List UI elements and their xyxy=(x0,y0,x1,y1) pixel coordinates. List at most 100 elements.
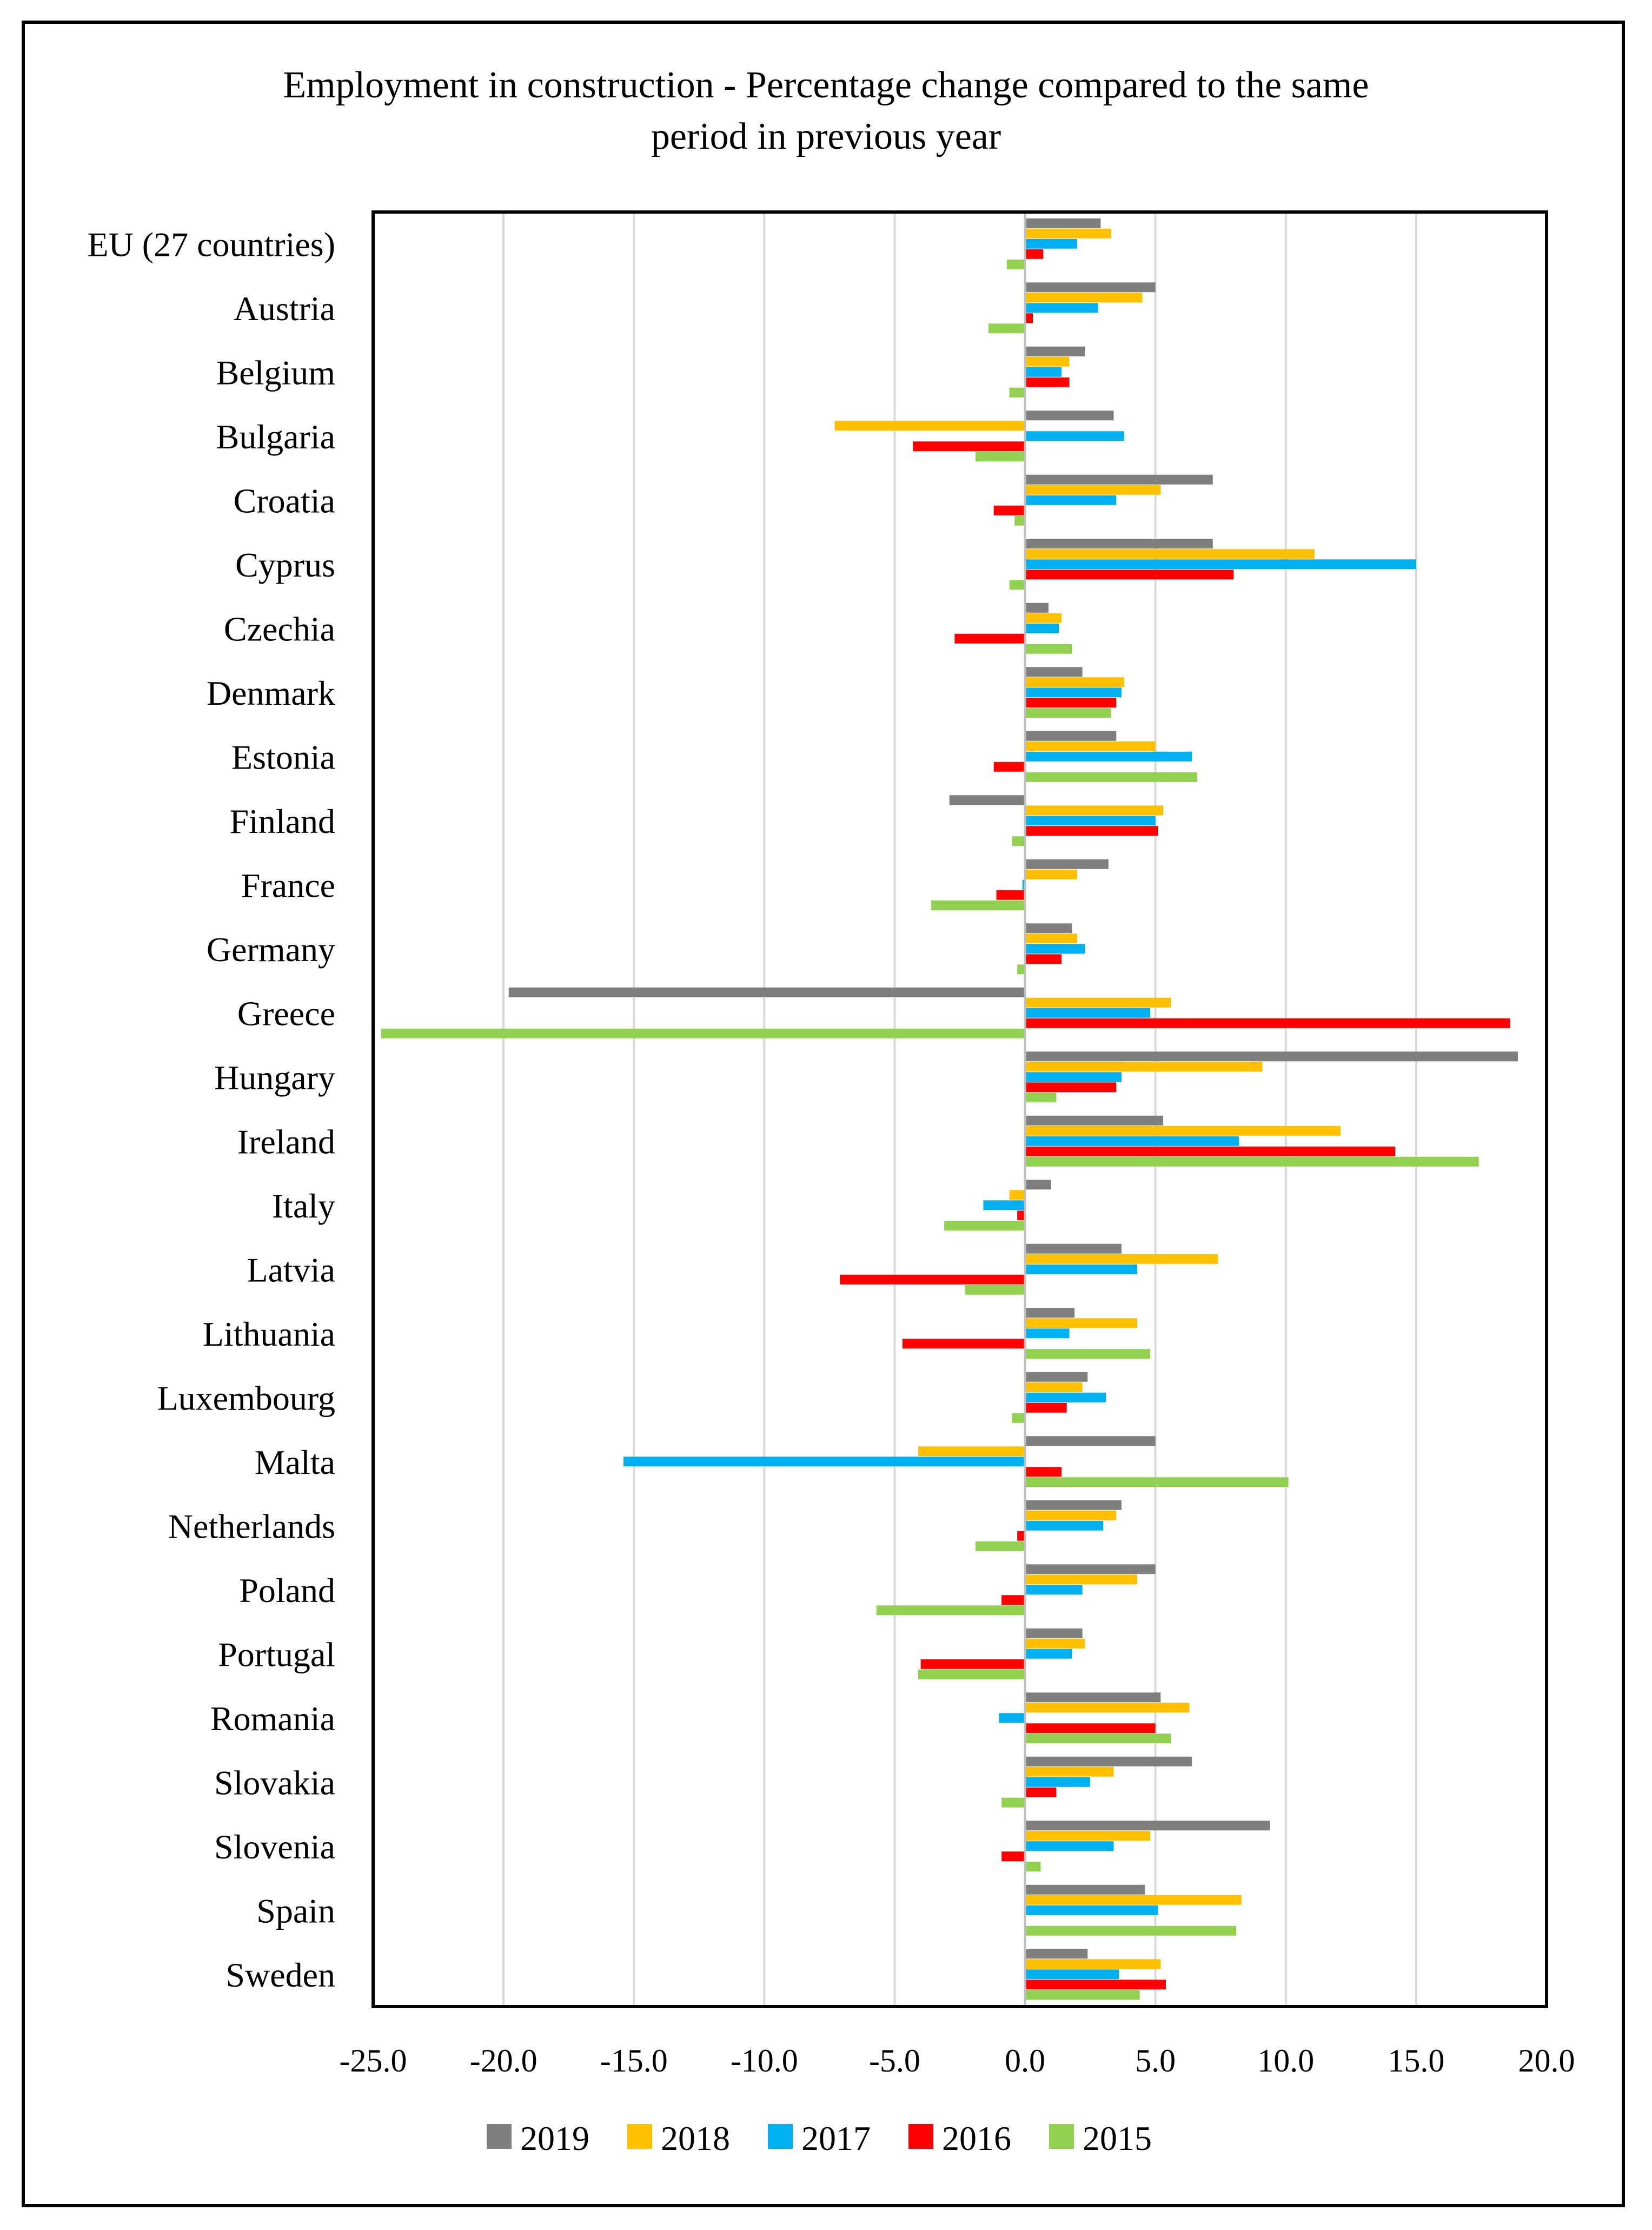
bar-estonia-2015 xyxy=(1025,772,1197,782)
bar-croatia-2016 xyxy=(993,505,1025,515)
bar-netherlands-2015 xyxy=(975,1541,1025,1551)
category-label-romania: Romania xyxy=(210,1699,335,1738)
bar-greece-2016 xyxy=(1025,1018,1510,1028)
bar-lithuania-2017 xyxy=(1025,1328,1070,1339)
bar-greece-2019 xyxy=(508,987,1025,997)
bar-france-2016 xyxy=(996,890,1025,900)
bar-belgium-2016 xyxy=(1025,377,1070,387)
bar-belgium-2015 xyxy=(1009,387,1025,398)
bar-slovakia-2019 xyxy=(1025,1756,1192,1766)
category-label-czechia: Czechia xyxy=(224,610,335,648)
category-label-france: France xyxy=(241,866,335,904)
bar-latvia-2016 xyxy=(840,1274,1025,1285)
category-label-netherlands: Netherlands xyxy=(168,1507,335,1545)
bar-bulgaria-2017 xyxy=(1025,431,1124,441)
legend-swatch-2019 xyxy=(487,2124,512,2149)
bar-cyprus-2018 xyxy=(1025,549,1315,559)
bar-germany-2016 xyxy=(1025,954,1062,964)
legend: 2019 2018 2017 2016 2015 xyxy=(487,2119,1152,2158)
legend-label-2018: 2018 xyxy=(661,2119,730,2158)
bar-sweden-2016 xyxy=(1025,1980,1166,1990)
bar-belgium-2019 xyxy=(1025,346,1085,356)
category-label-latvia: Latvia xyxy=(247,1250,335,1289)
x-tick-label: -10.0 xyxy=(731,2043,798,2079)
bar-denmark-2018 xyxy=(1025,677,1124,687)
bar-france-2018 xyxy=(1025,869,1077,879)
bar-austria-2017 xyxy=(1025,303,1098,313)
bar-latvia-2015 xyxy=(965,1285,1025,1295)
bar-hungary-2018 xyxy=(1025,1062,1263,1072)
bar-poland-2017 xyxy=(1025,1585,1083,1595)
bar-germany-2018 xyxy=(1025,934,1077,944)
bar-spain-2019 xyxy=(1025,1884,1145,1895)
bar-spain-2018 xyxy=(1025,1895,1242,1905)
bar-luxembourg-2016 xyxy=(1025,1402,1067,1413)
bar-denmark-2017 xyxy=(1025,687,1122,698)
bar-hungary-2016 xyxy=(1025,1082,1117,1093)
bar-spain-2017 xyxy=(1025,1905,1158,1915)
bar-romania-2018 xyxy=(1025,1703,1190,1713)
bar-denmark-2015 xyxy=(1025,708,1111,718)
bar-romania-2019 xyxy=(1025,1692,1161,1703)
bar-slovenia-2015 xyxy=(1025,1862,1041,1872)
x-tick-label: 5.0 xyxy=(1135,2043,1176,2079)
bar-latvia-2019 xyxy=(1025,1243,1122,1254)
category-label-spain: Spain xyxy=(256,1891,335,1930)
x-axis-tick-labels: -25.0 -20.0 -15.0 -10.0 -5.0 0.0 5.0 10.0 15.0 20… xyxy=(340,2043,1575,2079)
bar-slovakia-2015 xyxy=(1001,1797,1025,1808)
bar-austria-2019 xyxy=(1025,282,1156,293)
x-tick-label: -5.0 xyxy=(869,2043,920,2079)
bar-czechia-2015 xyxy=(1025,644,1072,654)
bar-latvia-2017 xyxy=(1025,1264,1137,1274)
bar-finland-2016 xyxy=(1025,826,1158,836)
bar-sweden-2018 xyxy=(1025,1959,1161,1969)
bars xyxy=(381,218,1518,2000)
bar-belgium-2017 xyxy=(1025,367,1062,377)
bar-slovenia-2018 xyxy=(1025,1831,1151,1841)
bar-greece-2017 xyxy=(1025,1008,1151,1018)
bar-lithuania-2018 xyxy=(1025,1318,1137,1328)
category-label-estonia: Estonia xyxy=(231,738,335,776)
bar-bulgaria-2019 xyxy=(1025,411,1114,421)
bar-malta-2016 xyxy=(1025,1467,1062,1477)
bar-finland-2018 xyxy=(1025,805,1164,816)
bar-romania-2015 xyxy=(1025,1733,1171,1744)
category-label-eu-27-countries: EU (27 countries) xyxy=(87,225,335,263)
bar-estonia-2017 xyxy=(1025,751,1192,762)
bar-malta-2018 xyxy=(918,1446,1025,1457)
bar-portugal-2017 xyxy=(1025,1649,1072,1659)
bar-hungary-2019 xyxy=(1025,1051,1518,1062)
category-label-poland: Poland xyxy=(239,1571,335,1610)
bar-czechia-2017 xyxy=(1025,623,1059,633)
legend-swatch-2016 xyxy=(908,2124,933,2149)
category-labels: EU (27 countries) Austria Belgium Bulgaria C… xyxy=(87,225,335,1994)
bar-croatia-2019 xyxy=(1025,474,1213,485)
category-label-slovakia: Slovakia xyxy=(214,1763,335,1802)
bar-slovakia-2017 xyxy=(1025,1777,1091,1787)
x-tick-label: 20.0 xyxy=(1518,2043,1575,2079)
bar-spain-2015 xyxy=(1025,1925,1237,1936)
bar-germany-2019 xyxy=(1025,923,1072,934)
bar-austria-2016 xyxy=(1025,313,1033,323)
category-label-austria: Austria xyxy=(234,289,335,328)
bar-bulgaria-2016 xyxy=(913,441,1025,452)
bar-croatia-2015 xyxy=(1014,515,1025,526)
bar-lithuania-2015 xyxy=(1025,1349,1151,1359)
bar-finland-2015 xyxy=(1012,836,1025,846)
bar-croatia-2017 xyxy=(1025,495,1117,505)
bar-croatia-2018 xyxy=(1025,485,1161,495)
x-tick-label: 10.0 xyxy=(1257,2043,1314,2079)
bar-luxembourg-2015 xyxy=(1012,1413,1025,1423)
bar-hungary-2017 xyxy=(1025,1072,1122,1082)
bar-lithuania-2016 xyxy=(902,1339,1025,1349)
bar-italy-2019 xyxy=(1025,1180,1051,1190)
bar-portugal-2016 xyxy=(920,1659,1025,1669)
bar-luxembourg-2017 xyxy=(1025,1392,1106,1402)
bar-malta-2015 xyxy=(1025,1477,1289,1487)
bar-eu-27-countries-2015 xyxy=(1006,259,1025,269)
x-tick-label: 0.0 xyxy=(1005,2043,1045,2079)
category-label-croatia: Croatia xyxy=(234,481,335,520)
category-label-luxembourg: Luxembourg xyxy=(157,1379,335,1417)
bar-italy-2018 xyxy=(1009,1190,1025,1200)
bar-ireland-2017 xyxy=(1025,1136,1239,1146)
